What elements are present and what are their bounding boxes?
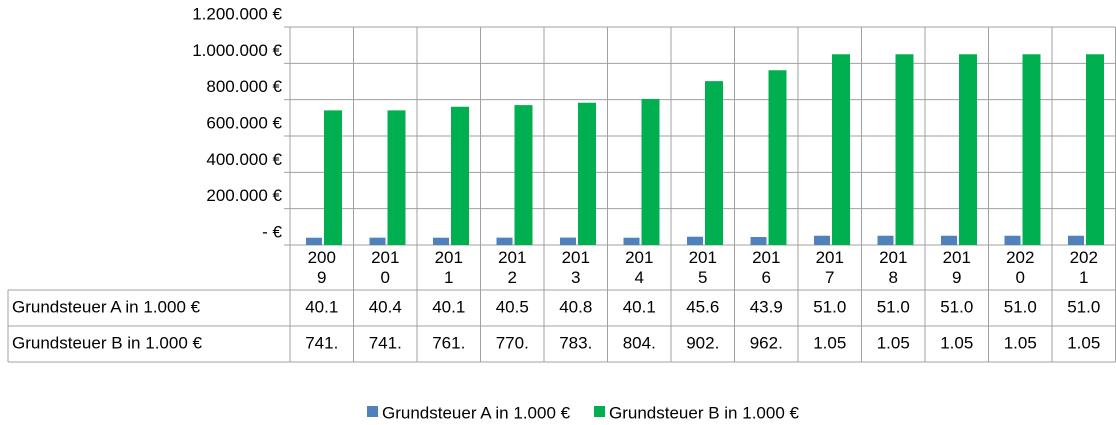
table-cell: 804. [623,333,656,352]
y-tick-label: 400.000 € [206,150,282,169]
y-tick-label: 800.000 € [206,77,282,96]
table-cell: 1.05 [940,333,973,352]
table-cell: 40.5 [496,297,529,316]
table-cell: 51.0 [877,297,910,316]
bar [451,106,469,245]
bar [496,237,513,245]
table-cell: 40.1 [623,297,656,316]
bar [433,237,449,245]
bar [1004,235,1021,245]
table-cell: 51.0 [1067,297,1100,316]
bar [814,235,830,245]
bar [1068,235,1084,245]
row-header: Grundsteuer B in 1.000 € [12,333,203,352]
table-cell: 40.4 [369,297,402,316]
x-tick-label: 2019 [942,248,971,287]
table-cell: 770. [496,333,529,352]
table-cell: 51.0 [1004,297,1037,316]
bar [369,237,386,245]
bar [768,70,787,245]
bar [895,54,914,245]
x-tick-label: 2013 [561,248,590,287]
y-tick-label: 1.000.000 € [192,41,282,60]
x-tick-label: 2011 [434,248,463,287]
x-tick-label: 2015 [688,248,717,287]
legend-label: Grundsteuer A in 1.000 € [382,403,571,422]
table-cell: 783. [559,333,592,352]
x-tick-label: 2018 [879,248,908,287]
bar [750,237,767,245]
table-cell: 40.1 [432,297,465,316]
y-tick-label: - € [262,222,282,241]
legend-swatch [594,406,605,417]
bar [514,105,533,245]
bar [705,81,723,246]
table-cell: 741. [369,333,402,352]
table-cell: 43.9 [750,297,783,316]
y-tick-label: 600.000 € [206,113,282,132]
table-cell: 902. [686,333,719,352]
bar [941,235,957,245]
table-cell: 1.05 [813,333,846,352]
table-cell: 51.0 [813,297,846,316]
x-tick-label: 2020 [1006,248,1035,287]
bar [832,54,850,245]
table-cell: 741. [305,333,338,352]
x-tick-label: 2017 [815,248,844,287]
table-cell: 51.0 [940,297,973,316]
legend-swatch [367,406,378,417]
y-tick-label: 200.000 € [206,186,282,205]
bar [306,237,322,245]
x-tick-label: 2016 [752,248,781,287]
bar [387,110,406,245]
table-cell: 761. [432,333,465,352]
bar [578,102,596,245]
table-cell: 962. [750,333,783,352]
table-cell: 40.1 [305,297,338,316]
bar [623,237,640,245]
x-tick-label: 2014 [625,248,654,287]
x-tick-label: 2012 [498,248,527,287]
table-cell: 1.05 [1004,333,1037,352]
table-cell: 45.6 [686,297,719,316]
bar [324,110,342,245]
x-tick-label: 2009 [307,248,336,287]
y-tick-label: 1.200.000 € [192,4,282,23]
bar [1022,54,1041,245]
bar [959,54,977,245]
bar [1086,54,1104,245]
table-cell: 1.05 [1067,333,1100,352]
row-header: Grundsteuer A in 1.000 € [12,297,201,316]
legend-label: Grundsteuer B in 1.000 € [609,403,800,422]
bar [560,237,576,245]
table-cell: 1.05 [877,333,910,352]
bar [877,235,894,245]
table-cell: 40.8 [559,297,592,316]
bar [641,98,660,245]
bar [687,236,703,245]
x-tick-label: 2010 [371,248,400,287]
x-tick-label: 2021 [1069,248,1098,287]
